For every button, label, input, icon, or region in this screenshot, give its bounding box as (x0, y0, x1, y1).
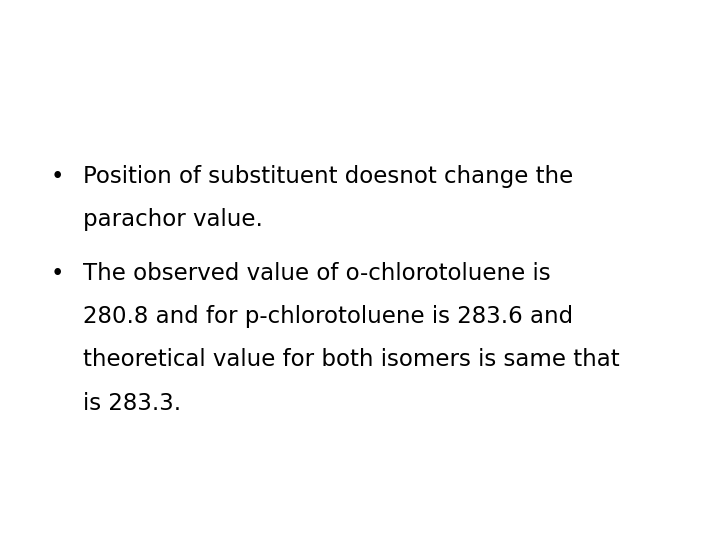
Text: theoretical value for both isomers is same that: theoretical value for both isomers is sa… (83, 348, 619, 372)
Text: •: • (50, 165, 64, 188)
Text: The observed value of o-chlorotoluene is: The observed value of o-chlorotoluene is (83, 262, 550, 285)
Text: •: • (50, 262, 64, 285)
Text: Position of substituent doesnot change the: Position of substituent doesnot change t… (83, 165, 573, 188)
Text: is 283.3.: is 283.3. (83, 392, 181, 415)
Text: 280.8 and for p-chlorotoluene is 283.6 and: 280.8 and for p-chlorotoluene is 283.6 a… (83, 305, 573, 328)
Text: parachor value.: parachor value. (83, 208, 263, 231)
